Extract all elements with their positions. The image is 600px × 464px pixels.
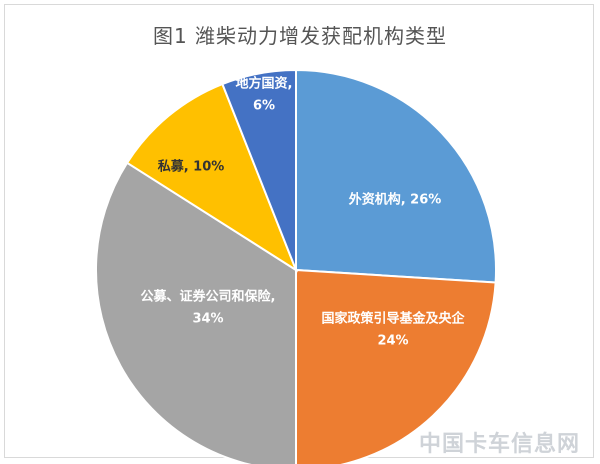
slice-label-2-value: 24% — [377, 334, 408, 349]
pie-slice-3 — [95, 161, 297, 464]
slice-label-4: 私募, 10% — [158, 159, 225, 175]
slice-label-3-value: 34% — [192, 312, 223, 327]
chart-title: 图1 潍柴动力增发获配机构类型 — [152, 24, 448, 48]
slice-label-2: 国家政策引导基金及央企 — [321, 311, 465, 327]
slice-label-1: 外资机构, 26% — [348, 192, 442, 208]
slice-label-5-value: 6% — [253, 99, 275, 114]
pie-slice-2 — [295, 268, 497, 464]
slice-label-3: 公募、证券公司和保险, — [141, 289, 276, 305]
pie-slice-4 — [125, 82, 299, 273]
pie-slice-1 — [295, 68, 498, 284]
slice-label-5: 地方国资, — [236, 76, 293, 92]
pie-slice-5 — [221, 68, 297, 271]
watermark-logo: 中国卡车信息网 — [418, 432, 580, 457]
